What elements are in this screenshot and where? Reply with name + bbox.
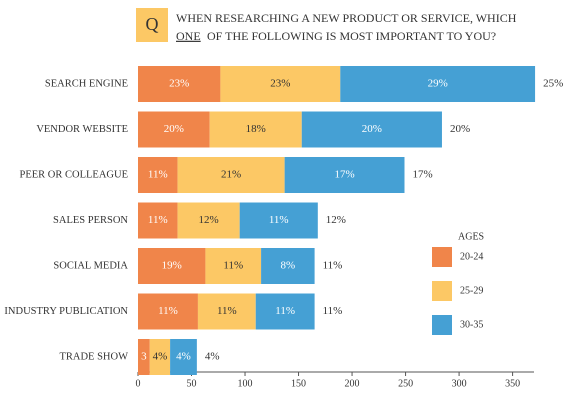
legend-label: 20-24: [460, 251, 483, 262]
legend-swatch: [432, 315, 452, 335]
segment-label: 4%: [153, 351, 168, 363]
total-label: 11%: [323, 260, 343, 272]
bar-segment: [138, 157, 178, 193]
bar-segment: [138, 248, 206, 284]
x-tick-label: 100: [238, 378, 253, 389]
segment-label: 11%: [269, 214, 289, 226]
segment-label: 18%: [246, 123, 266, 135]
segment-label: 23%: [270, 78, 290, 90]
x-tick-label: 350: [505, 378, 520, 389]
question-icon: Q: [146, 14, 159, 34]
segment-label: 11%: [275, 305, 295, 317]
bar-segment: [261, 248, 315, 284]
chart-title: WHEN RESEARCHING A NEW PRODUCT OR SERVIC…: [176, 11, 517, 25]
bar-segment: [209, 111, 302, 148]
total-label: 20%: [450, 123, 470, 135]
segment-label: 11%: [148, 169, 168, 181]
segment-label: 4%: [176, 351, 191, 363]
x-tick-label: 200: [345, 378, 360, 389]
x-tick-label: 0: [136, 378, 141, 389]
legend-swatch: [432, 281, 452, 301]
total-label: 11%: [323, 305, 343, 317]
bar-segment: [149, 339, 171, 375]
total-label: 12%: [326, 214, 346, 226]
bar-segment: [255, 293, 315, 330]
x-tick-label: 250: [398, 378, 413, 389]
segment-label: 20%: [164, 123, 184, 135]
legend-label: 25-29: [460, 285, 483, 296]
segment-label: 17%: [334, 169, 354, 181]
y-tick-label: SEARCH ENGINE: [45, 78, 128, 89]
segment-label: 8%: [281, 260, 296, 272]
bar-segment: [170, 339, 197, 375]
segment-label: 11%: [148, 214, 168, 226]
segment-label: 11%: [217, 305, 237, 317]
bar-segment: [138, 293, 198, 330]
bar-segment: [138, 66, 221, 102]
segment-label: 23%: [169, 78, 189, 90]
bar-segment: [239, 202, 318, 239]
y-tick-label: SALES PERSON: [53, 215, 128, 226]
y-tick-label: VENDOR WEBSITE: [36, 124, 128, 135]
segment-label: 3: [141, 351, 147, 363]
legend-title: AGES: [458, 231, 484, 242]
bar-segment: [301, 111, 442, 148]
segment-label: 12%: [199, 214, 219, 226]
y-tick-label: INDUSTRY PUBLICATION: [4, 306, 128, 317]
question-badge: [136, 8, 168, 42]
legend-label: 30-35: [460, 319, 483, 330]
x-tick-label: 300: [452, 378, 467, 389]
y-tick-label: TRADE SHOW: [59, 351, 128, 362]
bar-segment: [205, 248, 262, 284]
chart-title-emphasis: ONE: [176, 29, 201, 43]
x-tick-label: 50: [187, 378, 197, 389]
segment-label: 20%: [362, 123, 382, 135]
y-tick-label: SOCIAL MEDIA: [53, 260, 128, 271]
bar-segment: [340, 66, 536, 102]
segment-label: 11%: [223, 260, 243, 272]
total-label: 4%: [205, 351, 220, 363]
chart-title: OF THE FOLLOWING IS MOST IMPORTANT TO YO…: [207, 29, 496, 43]
x-tick-label: 150: [291, 378, 306, 389]
bar-segment: [220, 66, 341, 102]
segment-label: 29%: [428, 78, 448, 90]
y-tick-label: PEER OR COLLEAGUE: [20, 169, 129, 180]
segment-label: 11%: [158, 305, 178, 317]
legend-swatch: [432, 247, 452, 267]
bar-segment: [284, 157, 405, 193]
segment-label: 21%: [221, 169, 241, 181]
bar-segment: [138, 339, 150, 375]
segment-label: 19%: [162, 260, 182, 272]
bar-segment: [138, 202, 178, 239]
bar-segment: [177, 157, 285, 193]
total-label: 17%: [412, 169, 432, 181]
bar-segment: [138, 111, 210, 148]
bar-segment: [197, 293, 256, 330]
total-label: 25%: [543, 78, 563, 90]
bar-segment: [177, 202, 240, 239]
